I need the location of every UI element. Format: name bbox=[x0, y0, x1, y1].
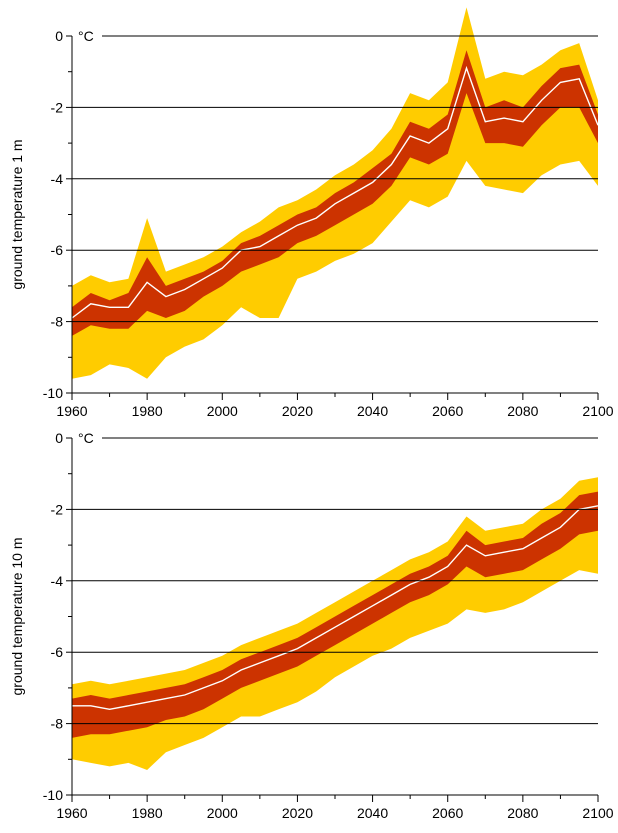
x-tick-label: 2000 bbox=[207, 403, 238, 419]
x-tick-label: 2100 bbox=[582, 403, 613, 419]
y-tick-label: 0 bbox=[55, 430, 63, 446]
x-tick-label: 2020 bbox=[282, 403, 313, 419]
unit-label: °C bbox=[78, 28, 94, 44]
median-line bbox=[71, 65, 599, 319]
inner-range-band bbox=[72, 50, 598, 336]
unit-label: °C bbox=[78, 430, 94, 446]
x-tick-label: 1960 bbox=[56, 403, 87, 419]
outer-range-band bbox=[72, 7, 598, 379]
inner-range-band bbox=[72, 491, 598, 738]
y-tick-label: -8 bbox=[51, 314, 64, 330]
y-tick-label: -2 bbox=[51, 99, 64, 115]
x-tick-label: 2100 bbox=[582, 805, 613, 821]
y-tick-label: 0 bbox=[55, 28, 63, 44]
x-tick-label: 2040 bbox=[357, 403, 388, 419]
y-axis-title: ground temperature 1 m bbox=[9, 139, 25, 289]
y-tick-label: -4 bbox=[51, 573, 64, 589]
y-tick-label: -6 bbox=[51, 242, 64, 258]
x-tick-label: 2080 bbox=[507, 403, 538, 419]
x-tick-label: 2000 bbox=[207, 805, 238, 821]
x-tick-label: 2040 bbox=[357, 805, 388, 821]
y-tick-label: -8 bbox=[51, 716, 64, 732]
y-tick-label: -4 bbox=[51, 171, 64, 187]
y-axis-title: ground temperature 10 m bbox=[9, 538, 25, 696]
x-tick-label: 2060 bbox=[432, 403, 463, 419]
y-tick-label: -6 bbox=[51, 644, 64, 660]
x-tick-label: 1980 bbox=[132, 805, 163, 821]
x-tick-label: 2080 bbox=[507, 805, 538, 821]
x-tick-label: 1960 bbox=[56, 805, 87, 821]
median-line bbox=[72, 505, 599, 711]
chart-panel-2: 0 -2 -4 -6 -8 -10 1960 1980 2000 2020 2040 2060 2080… bbox=[9, 430, 614, 821]
chart-panel-1: 0 -2 -4 -6 -8 -10 1960 1980 2000 2020 2040 2060 2080… bbox=[9, 7, 614, 419]
y-tick-label: -10 bbox=[43, 787, 63, 803]
x-tick-label: 2060 bbox=[432, 805, 463, 821]
y-tick-label: -10 bbox=[43, 385, 63, 401]
x-tick-label: 2020 bbox=[282, 805, 313, 821]
y-tick-label: -2 bbox=[51, 501, 64, 517]
x-tick-label: 1980 bbox=[132, 403, 163, 419]
